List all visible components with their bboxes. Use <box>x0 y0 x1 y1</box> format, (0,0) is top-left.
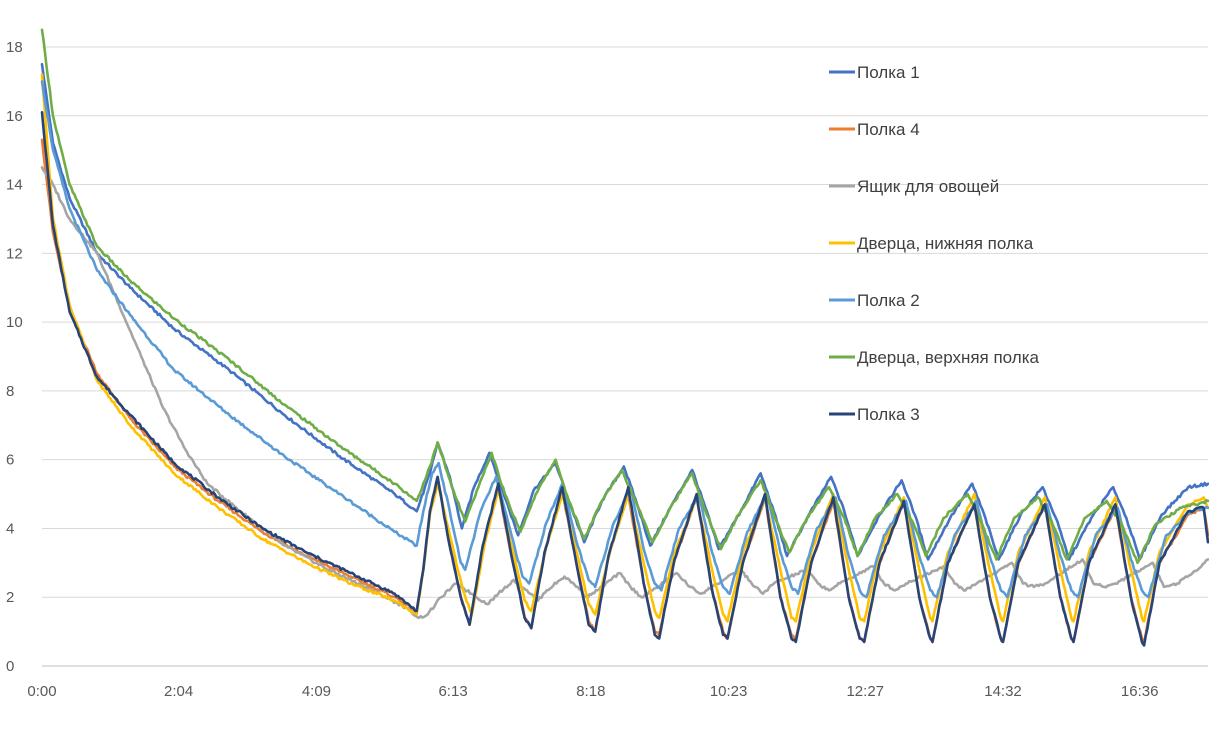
x-tick-label: 10:23 <box>710 683 748 700</box>
y-tick-label: 2 <box>6 589 14 606</box>
legend-label: Дверца, верхняя полка <box>857 348 1039 367</box>
series-line-6 <box>40 28 1209 565</box>
grid-lines <box>42 46 1208 667</box>
x-tick-label: 0:00 <box>27 683 56 700</box>
x-tick-label: 16:36 <box>1121 683 1159 700</box>
series-line-7 <box>40 111 1209 647</box>
legend-label: Полка 2 <box>857 291 920 310</box>
x-tick-label: 14:32 <box>984 683 1022 700</box>
legend-label: Дверца, нижняя полка <box>857 234 1034 253</box>
x-axis-ticks: 0:00 2:04 4:09 6:13 8:18 10:23 12:27 14:32 16:36 <box>27 683 1158 700</box>
y-tick-label: 18 <box>6 39 23 56</box>
y-tick-label: 14 <box>6 177 23 194</box>
legend: Полка 1 Полка 4 Ящик для овощей Дверца, ниж… <box>829 63 1039 424</box>
y-tick-label: 6 <box>6 452 14 469</box>
y-tick-label: 0 <box>6 658 14 675</box>
y-tick-label: 12 <box>6 245 23 262</box>
legend-label: Полка 1 <box>857 63 920 82</box>
y-tick-label: 8 <box>6 383 14 400</box>
plot-area <box>40 28 1209 647</box>
x-tick-label: 6:13 <box>438 683 467 700</box>
series-line-1 <box>40 62 1209 561</box>
x-tick-label: 8:18 <box>576 683 605 700</box>
x-tick-label: 4:09 <box>302 683 331 700</box>
y-tick-label: 4 <box>6 520 14 537</box>
legend-label: Ящик для овощей <box>857 177 999 196</box>
legend-label: Полка 4 <box>857 120 920 139</box>
x-tick-label: 12:27 <box>846 683 884 700</box>
x-tick-label: 2:04 <box>164 683 193 700</box>
legend-label: Полка 3 <box>857 405 920 424</box>
y-tick-label: 16 <box>6 108 23 125</box>
y-tick-label: 10 <box>6 314 23 331</box>
y-axis-ticks: 0 2 4 6 8 10 12 14 16 18 <box>6 39 23 675</box>
